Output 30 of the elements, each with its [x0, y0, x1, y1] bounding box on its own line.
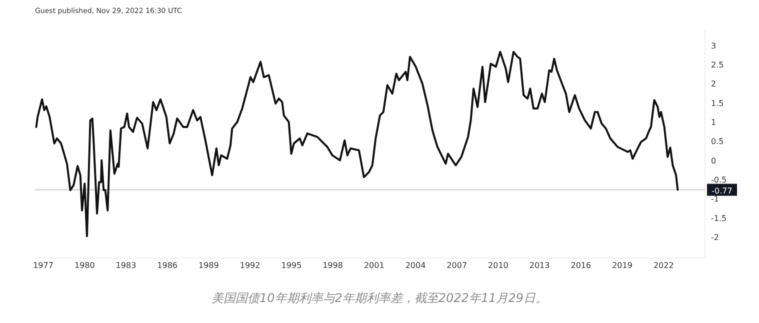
text: 美国国债10年期利率与2年期利率差，截至2022年11月29日。 [212, 291, 548, 305]
x-tick-label: 2016 [570, 261, 592, 270]
line-series [35, 50, 679, 238]
y-tick-label: -2 [711, 232, 719, 242]
x-tick-label: 2022 [653, 261, 674, 270]
y-tick-label: -0.5 [711, 175, 727, 184]
x-tick-label: 2007 [446, 261, 468, 270]
x-tick-label: 1986 [157, 261, 178, 270]
x-tick-label: 2001 [364, 261, 384, 270]
y-tick-label: 3 [711, 41, 716, 50]
ref-line-label: -0.77 [712, 186, 732, 196]
y-tick-label: 2.5 [711, 60, 724, 70]
y-tick-label: 1.5 [711, 98, 724, 108]
y-tick-label: 2 [711, 80, 716, 89]
y-tick-label: 1 [711, 118, 716, 127]
x-tick-label: 1992 [240, 261, 260, 270]
x-tick-label: 2013 [529, 261, 550, 270]
x-tick-label: 1995 [281, 261, 302, 270]
x-tick-label: 2004 [405, 261, 426, 270]
x-tick-label: 2019 [612, 261, 632, 270]
x-tick-label: 1980 [74, 261, 95, 270]
y-tick-label: -1 [711, 194, 719, 204]
y-tick-label: 0.5 [711, 137, 724, 146]
x-tick-label: 1998 [322, 261, 343, 270]
x-tick-label: 1983 [116, 261, 136, 270]
y-tick-label: 0 [711, 156, 716, 166]
x-tick-label: 2010 [488, 261, 508, 270]
x-tick-label: 1977 [33, 261, 54, 270]
y-tick-label: -1.5 [711, 214, 727, 223]
x-tick-label: 1989 [198, 261, 219, 270]
